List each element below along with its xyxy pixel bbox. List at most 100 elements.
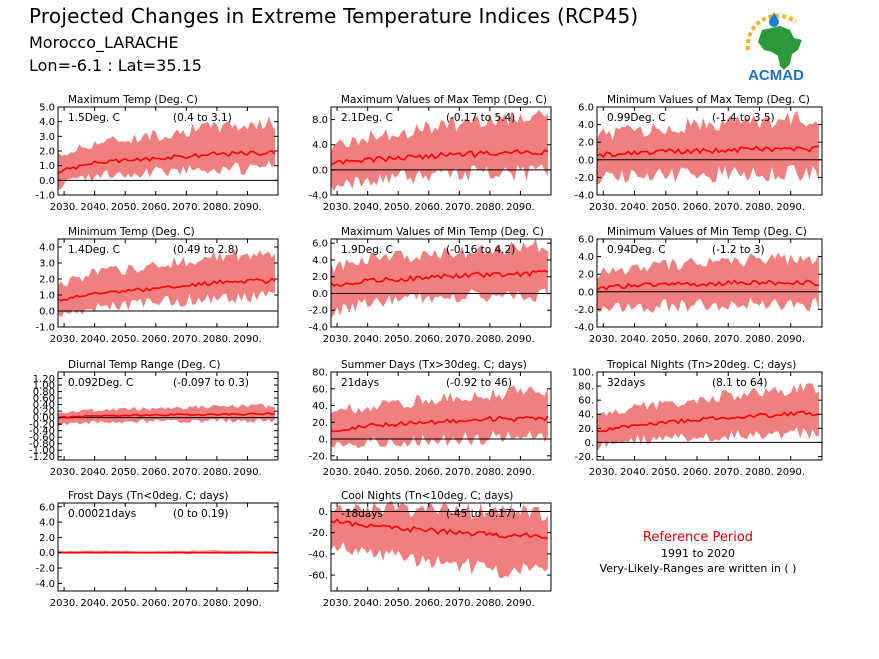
y-tick-label: 0.00 [33,413,55,424]
y-tick-label: 0.0 [312,165,328,176]
y-tick-label: -2.0 [574,173,594,184]
x-tick-label: 2050. [384,202,413,213]
chart-title: Minimum Values of Max Temp (Deg. C) [607,94,810,106]
y-tick-label: 0.0 [578,155,594,166]
x-tick-label: 2090. [233,202,262,213]
likely-range-band [58,116,275,190]
x-tick-label: 2090. [506,202,535,213]
likely-range-band [331,109,548,192]
chart-title: Summer Days (Tx>30deg. C; days) [341,359,527,371]
chart-title: Cool Nights (Tn<10deg. C; days) [341,490,513,502]
page-title: Projected Changes in Extreme Temperature… [29,4,639,28]
chart-panel: -4.0 -2.0 0.0 2.0 4.0 6.0 2030. 2040. 2050. 2060.… [308,226,552,345]
x-tick-label: 2080. [745,467,774,478]
y-tick-label: 4.0 [39,243,55,254]
reference-period-box: Reference Period 1991 to 2020 Very-Likel… [590,530,806,575]
chart-panel: -1.0 0.0 1.0 2.0 3.0 4.0 5.0 2030. 2040. 2050. 206… [35,94,279,213]
y-tick-label: -2.0 [574,305,594,316]
x-tick-label: 2070. [172,202,201,213]
y-tick-label: -4.0 [574,323,594,334]
x-tick-label: 2060. [414,334,443,345]
x-tick-label: 2040. [620,467,649,478]
x-tick-label: 2050. [111,334,140,345]
x-tick-label: 2060. [683,467,712,478]
likely-range-band [331,385,548,449]
x-tick-label: 2070. [445,334,474,345]
x-tick-label: 2090. [506,334,535,345]
x-tick-label: 2080. [203,334,232,345]
chart-range: (-0.16 to 4.2) [446,244,515,256]
y-tick-label: 5.0 [39,103,55,114]
x-tick-label: 2070. [714,334,743,345]
chart-panel: -1.20-1.00-0.80-0.60-0.40-0.200.000.200.… [29,359,279,478]
chart-range: (8.1 to 64) [712,377,767,389]
y-tick-label: 1.0 [39,161,55,172]
y-tick-label: 0. [318,507,328,518]
chart-title: Maximum Values of Min Temp (Deg. C) [341,226,544,238]
chart-stat: -18days [341,508,383,520]
y-tick-label: 1.0 [39,291,55,302]
x-tick-label: 2080. [745,334,774,345]
chart-range: (-1.2 to 3) [712,244,765,256]
x-tick-label: 2040. [620,334,649,345]
x-tick-label: 2080. [203,202,232,213]
x-tick-label: 2070. [714,202,743,213]
y-tick-label: 2.0 [39,533,55,544]
x-tick-label: 2090. [506,467,535,478]
location-coords: Lon=-6.1 : Lat=35.15 [29,56,202,75]
y-tick-label: 2.0 [578,270,594,281]
plot-frame [330,238,552,328]
median-line [596,410,820,433]
y-tick-label: 8.0 [312,115,328,126]
likely-range-band [58,249,275,318]
y-tick-label: -0.60 [29,433,55,444]
x-tick-label: 2060. [414,467,443,478]
y-tick-label: 0.20 [33,407,55,418]
y-tick-label: 6.0 [312,239,328,250]
y-tick-label: -0.40 [29,426,55,437]
y-tick-label: 4.0 [578,252,594,263]
y-tick-label: 4.0 [39,117,55,128]
x-tick-label: 2030. [589,467,618,478]
chart-stat: 1.5Deg. C [68,112,120,124]
y-tick-label: -4.0 [308,323,328,334]
y-tick-label: -20. [308,528,328,539]
x-tick-label: 2040. [80,467,109,478]
x-tick-label: 2050. [111,202,140,213]
y-tick-label: -1.00 [29,446,55,457]
chart-stat: 0.94Deg. C [607,244,666,256]
x-tick-label: 2050. [651,202,680,213]
y-tick-label: -60. [308,571,328,582]
y-tick-label: -20. [308,451,328,462]
y-tick-label: 0.0 [39,307,55,318]
y-tick-label: 4.0 [578,120,594,131]
plot-frame [596,238,823,328]
x-tick-label: 2080. [476,334,505,345]
x-tick-label: 2040. [80,202,109,213]
x-tick-label: 2030. [323,598,352,609]
x-tick-label: 2080. [203,598,232,609]
y-tick-label: -1.0 [35,323,55,334]
y-tick-label: 6.0 [39,502,55,513]
y-tick-label: 60. [312,384,328,395]
x-tick-label: 2080. [476,467,505,478]
chart-range: (-0.92 to 46) [446,377,512,389]
likely-range-band [331,238,548,319]
plot-frame [57,502,279,592]
y-tick-label: 40. [312,401,328,412]
y-tick-label: 0.60 [33,394,55,405]
y-tick-label: -1.20 [29,452,55,463]
y-tick-label: -0.80 [29,439,55,450]
chart-title: Maximum Values of Max Temp (Deg. C) [341,94,547,106]
x-tick-label: 2040. [620,202,649,213]
y-tick-label: 0.0 [39,176,55,187]
chart-range: (-0.17 to 5.4) [446,112,515,124]
x-tick-label: 2080. [745,202,774,213]
x-tick-label: 2080. [203,467,232,478]
y-tick-label: -40. [308,549,328,560]
median-line [57,150,276,174]
y-tick-label: -4.0 [574,191,594,202]
y-tick-label: 2.0 [39,275,55,286]
